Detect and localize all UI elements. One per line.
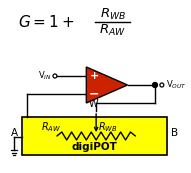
Text: −: − <box>89 88 100 101</box>
Text: V$_{IN}$: V$_{IN}$ <box>38 70 52 82</box>
Text: $R_{AW}$: $R_{AW}$ <box>99 22 126 38</box>
Text: $R_{WB}$: $R_{WB}$ <box>100 6 126 22</box>
Text: B: B <box>171 128 178 138</box>
Text: $G = 1 + $: $G = 1 + $ <box>18 14 74 30</box>
Text: W: W <box>88 99 98 109</box>
Text: $R_{AW}$: $R_{AW}$ <box>41 120 61 134</box>
Polygon shape <box>86 67 128 103</box>
Text: V$_{OUT}$: V$_{OUT}$ <box>166 79 186 91</box>
Text: $R_{WB}$: $R_{WB}$ <box>98 120 118 134</box>
Text: A: A <box>11 128 18 138</box>
Text: +: + <box>90 71 99 81</box>
Circle shape <box>153 83 157 88</box>
Text: digiPOT: digiPOT <box>71 142 117 152</box>
FancyBboxPatch shape <box>22 117 167 155</box>
